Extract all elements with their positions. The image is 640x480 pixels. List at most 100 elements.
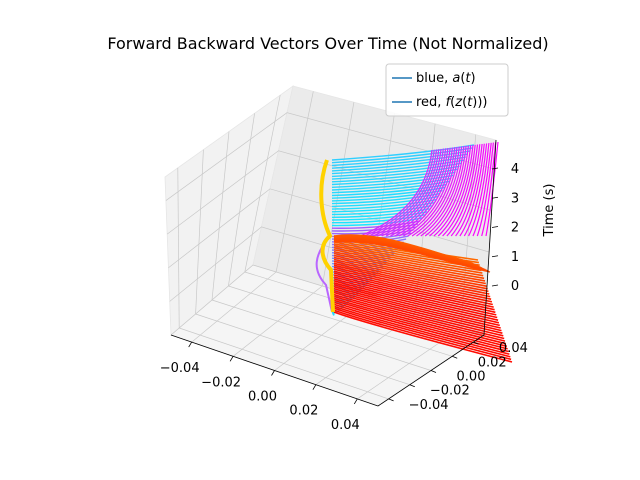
x-axis-ticks: −0.04−0.02 0.00 0.02 0.04 — [160, 341, 360, 433]
red-series-line — [333, 258, 489, 293]
axes-panes — [164, 85, 497, 407]
z-tick-label: 3 — [511, 191, 519, 206]
blue-series-line — [368, 149, 438, 237]
red-series-line — [333, 297, 507, 345]
red-series-line — [333, 240, 491, 273]
y-tick-label: −0.04 — [409, 398, 449, 413]
red-series-line — [333, 250, 486, 282]
grid-line — [195, 149, 204, 315]
blue-series-line — [372, 149, 440, 237]
red-series-line — [333, 307, 511, 358]
x-tick-mark — [229, 356, 234, 362]
y-axis-ticks: −0.04−0.020.000.020.04 — [388, 341, 528, 413]
red-series-line — [333, 293, 505, 340]
blue-series-line — [450, 144, 481, 237]
y-tick-mark — [473, 341, 479, 345]
red-series-line — [333, 244, 483, 274]
blue-series-line — [468, 143, 490, 237]
red-series-spine — [319, 159, 335, 313]
x-tick-mark — [353, 398, 358, 405]
x-tick-mark — [312, 384, 317, 390]
legend-label-red: red, f(z(t))) — [416, 95, 487, 110]
x-tick-label: −0.02 — [201, 375, 241, 390]
red-series-line — [333, 282, 500, 324]
blue-series-line — [446, 144, 479, 237]
grid-line — [321, 102, 355, 287]
grid-line — [177, 167, 180, 329]
grid-line — [211, 299, 432, 371]
red-series-line — [333, 252, 486, 285]
z-axis-line — [483, 139, 497, 336]
blue-series-line — [331, 183, 447, 197]
red-series-line — [333, 309, 512, 361]
blue-series-line — [485, 141, 499, 237]
legend-box — [385, 63, 509, 117]
blue-series-line — [424, 145, 467, 237]
z-tick-mark — [491, 255, 499, 258]
blue-series-line — [331, 214, 425, 224]
y-tick-label: 0.04 — [499, 341, 528, 356]
blue-series-line — [331, 180, 450, 194]
blue-series-line — [407, 146, 458, 237]
y-tick-mark — [388, 398, 394, 402]
red-series-line — [333, 285, 501, 329]
grid-line — [275, 91, 314, 273]
red-series-line — [333, 260, 490, 295]
blue-series-line — [416, 146, 463, 237]
blue-series-line — [459, 143, 485, 237]
blue-series-line — [455, 143, 483, 237]
blue-series-line — [472, 142, 492, 237]
blue-series-line — [359, 149, 433, 237]
blue-series-line — [331, 150, 471, 167]
blue-series-line — [420, 146, 465, 237]
y-tick-mark — [430, 370, 437, 373]
y-tick-label: 0.00 — [457, 370, 486, 385]
red-series-line — [333, 264, 492, 300]
grid-line — [228, 113, 255, 287]
blue-series-line — [331, 156, 466, 172]
red-series-line — [333, 283, 500, 327]
x-tick-mark — [188, 341, 193, 348]
y-tick-mark — [452, 355, 458, 359]
red-series-line — [333, 246, 484, 277]
red-series-line — [333, 254, 487, 287]
blue-series-line — [331, 165, 460, 180]
blue-series-line — [390, 148, 449, 237]
x-tick-label: 0.04 — [331, 418, 360, 433]
red-series-line — [333, 305, 510, 355]
blue-series-line — [398, 147, 454, 237]
z-axis-label: Time (s) — [542, 184, 557, 238]
blue-series-line — [331, 171, 456, 186]
red-series-line — [333, 274, 496, 314]
x-tick-label: 0.02 — [289, 404, 318, 419]
z-tick-label: 0 — [511, 279, 519, 294]
red-series-line — [333, 280, 499, 321]
z-axis-ticks: 0 1 2 3 4 — [491, 162, 519, 294]
blue-series-line — [377, 148, 442, 237]
red-series-line — [333, 262, 491, 298]
red-series-line — [333, 278, 498, 319]
grid-line — [228, 285, 453, 357]
red-series-line — [333, 272, 495, 311]
red-series-line — [333, 287, 502, 332]
blue-series-line — [433, 145, 472, 237]
blue-series-line — [364, 149, 435, 237]
blue-series-line — [381, 148, 444, 237]
red-series-line — [333, 270, 494, 308]
grid-line — [211, 131, 230, 301]
z-tick-mark — [491, 196, 499, 199]
red-series-line — [333, 256, 488, 290]
red-series-line — [333, 248, 485, 280]
z-tick-mark — [491, 167, 499, 170]
blue-series-line — [411, 146, 460, 237]
blue-series-line — [331, 211, 428, 221]
blue-series-line — [481, 142, 497, 237]
z-tick-mark — [491, 226, 499, 228]
red-series-line — [333, 299, 507, 348]
chart-title: Forward Backward Vectors Over Time (Not … — [107, 34, 548, 53]
z-tick-label: 4 — [511, 162, 519, 177]
z-tick-label: 2 — [511, 221, 519, 236]
x-tick-label: −0.04 — [160, 361, 200, 376]
